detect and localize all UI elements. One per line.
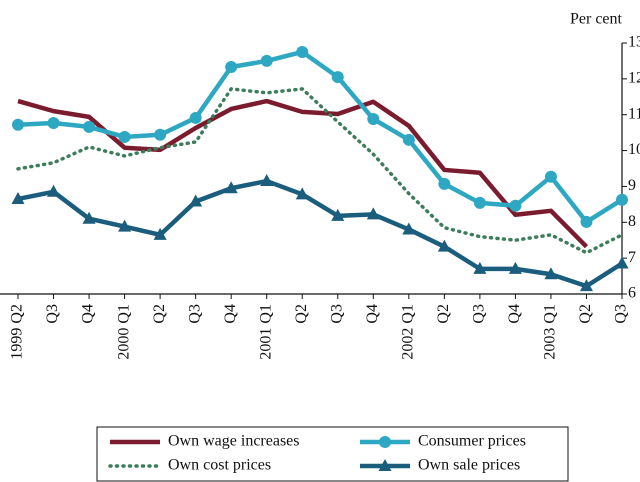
x-tick-label: Q3	[186, 304, 203, 324]
legend-label: Own wage increases	[168, 433, 300, 450]
point	[438, 177, 451, 190]
y-tick-label: 13	[628, 34, 640, 51]
y-tick-label: 10	[628, 141, 640, 158]
point	[580, 215, 593, 228]
legend-label: Consumer prices	[418, 433, 526, 450]
point	[473, 261, 487, 274]
point	[296, 45, 309, 58]
x-tick-label: Q2	[577, 304, 594, 324]
y-tick-label: 9	[628, 177, 636, 194]
point	[579, 279, 593, 292]
point	[402, 133, 415, 146]
legend-marker	[378, 459, 392, 471]
point	[189, 111, 202, 124]
point	[82, 211, 96, 224]
point	[616, 193, 628, 206]
y-tick-label: 12	[628, 70, 640, 87]
y-tick-label: 11	[628, 105, 640, 122]
point	[437, 239, 451, 252]
x-tick-label: 1999 Q2	[9, 304, 26, 360]
point	[260, 174, 274, 187]
series-line	[17, 178, 624, 289]
point	[544, 170, 557, 183]
x-tick-label: Q2	[151, 304, 168, 324]
x-tick-label: Q4	[364, 304, 381, 324]
point	[47, 184, 61, 197]
x-tick-label: Q4	[506, 304, 523, 324]
x-tick-label: Q3	[471, 304, 488, 324]
x-tick-label: 2001 Q1	[257, 304, 274, 360]
point	[366, 207, 380, 220]
point	[189, 194, 203, 207]
point	[295, 187, 309, 200]
x-tick-label: Q2	[435, 304, 452, 324]
point	[224, 181, 238, 194]
point	[12, 118, 24, 131]
point	[367, 113, 380, 126]
x-tick-label: Q4	[80, 304, 97, 324]
x-tick-label: Q3	[613, 304, 630, 324]
point	[508, 261, 522, 274]
legend-box	[96, 426, 569, 482]
x-tick-label: Q3	[328, 304, 345, 324]
point	[154, 128, 167, 141]
point	[260, 54, 273, 67]
x-tick-label: Q2	[293, 304, 310, 324]
x-tick-label: Q4	[222, 304, 239, 324]
point	[153, 227, 167, 240]
legend-label: Own sale prices	[418, 457, 520, 474]
point	[402, 222, 416, 235]
x-tick-label: 2002 Q1	[399, 304, 416, 360]
point	[331, 71, 344, 84]
x-tick-label: 2000 Q1	[115, 304, 132, 360]
point	[615, 256, 629, 269]
point	[331, 208, 345, 221]
x-tick-label: Q3	[44, 304, 61, 324]
point	[83, 120, 96, 133]
series-line	[17, 49, 624, 225]
y-tick-label: 6	[628, 285, 636, 302]
point	[473, 196, 486, 209]
point	[47, 116, 60, 129]
point	[509, 199, 522, 212]
series-line	[16, 87, 624, 255]
x-tick-label: 2003 Q1	[542, 304, 559, 360]
legend-marker	[379, 436, 391, 448]
point	[544, 267, 558, 280]
point	[11, 191, 25, 204]
legend-label: Own cost prices	[168, 457, 271, 474]
y-axis-label: Per cent	[570, 11, 623, 28]
point	[118, 130, 131, 143]
y-tick-label: 7	[628, 249, 636, 266]
point	[225, 61, 238, 74]
series-line	[17, 98, 589, 249]
y-tick-label: 8	[628, 213, 636, 230]
point	[118, 219, 132, 232]
